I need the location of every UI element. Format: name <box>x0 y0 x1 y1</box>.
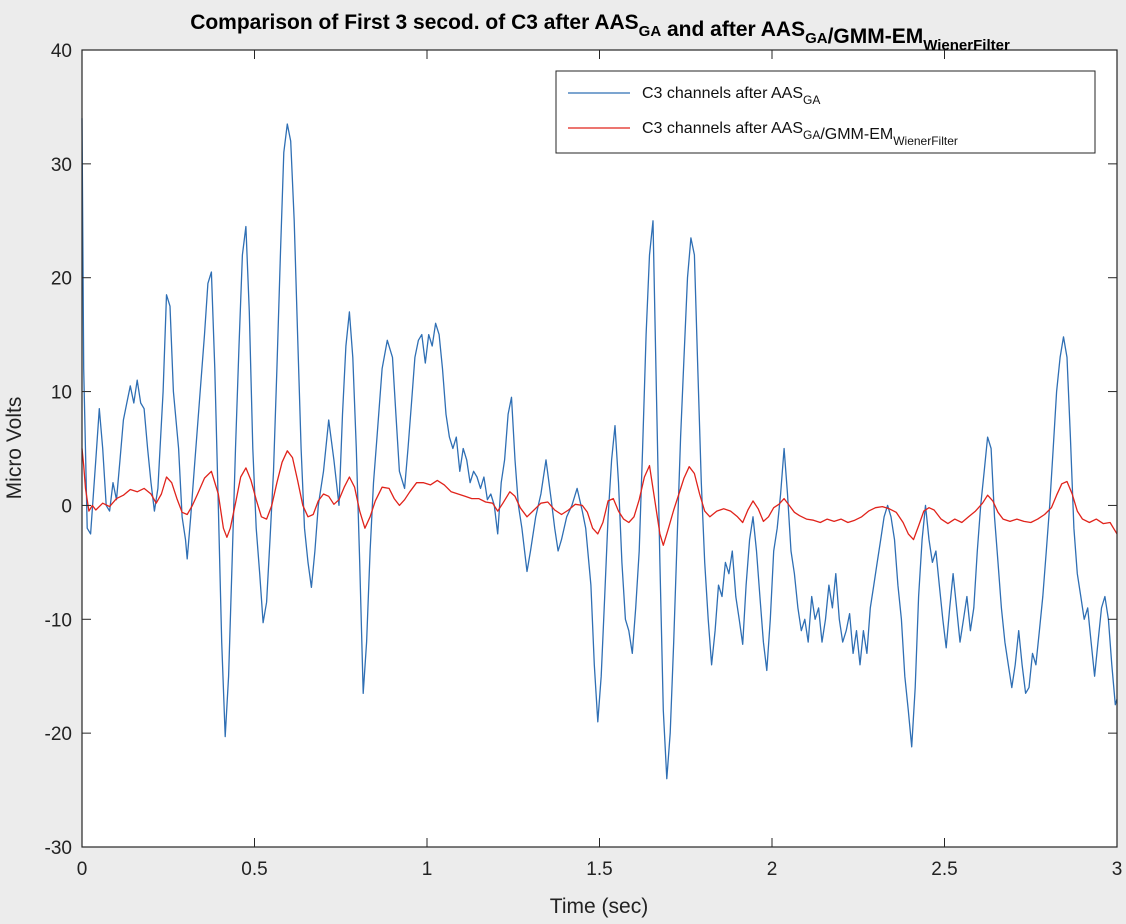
x-tick-label: 1 <box>422 859 433 880</box>
y-tick-label: -10 <box>45 610 72 631</box>
title-part: /GMM-EM <box>828 25 924 48</box>
y-tick-label: -20 <box>45 724 72 745</box>
legend-text-part: C3 channels after AAS <box>642 85 803 102</box>
y-tick-label: 0 <box>61 496 72 517</box>
title-part: and after AAS <box>661 18 805 41</box>
chart-title: Comparison of First 3 secod. of C3 after… <box>190 11 1010 54</box>
legend-subscript: GA <box>803 128 820 142</box>
ticks-layer: 0 0.5 1 1.5 2 2.5 3 -30 -20 -10 0 10 20 30 40 <box>45 41 1123 880</box>
x-axis-label: Time (sec) <box>550 895 648 918</box>
legend-text-part: C3 channels after AAS <box>642 120 803 137</box>
legend: C3 channels after AASGA C3 channels afte… <box>555 70 1096 154</box>
legend-text-part: /GMM-EM <box>820 126 893 143</box>
x-tick-label: 0.5 <box>241 859 267 880</box>
series-line-0 <box>81 118 1118 780</box>
title-subscript: GA <box>639 23 662 40</box>
x-tick-label: 1.5 <box>586 859 612 880</box>
y-axis-label: Micro Volts <box>3 397 26 500</box>
legend-entry-series-0: C3 channels after AASGA <box>642 85 820 107</box>
legend-box <box>555 70 1096 154</box>
legend-subscript: GA <box>803 93 820 107</box>
x-tick-label: 3 <box>1112 859 1123 880</box>
x-tick-label: 0 <box>77 859 88 880</box>
legend-entry-series-1: C3 channels after AASGA/GMM-EMWienerFilt… <box>642 120 958 148</box>
y-tick-label: 30 <box>51 155 72 176</box>
title-subscript: GA <box>805 30 828 47</box>
y-tick-label: 10 <box>51 383 72 404</box>
plot-area <box>82 50 1117 847</box>
x-tick-label: 2 <box>767 859 778 880</box>
y-tick-label: 20 <box>51 269 72 290</box>
legend-subscript: WienerFilter <box>893 134 958 148</box>
y-tick-label: 40 <box>51 41 72 62</box>
title-subscript: WienerFilter <box>923 37 1010 54</box>
y-tick-label: -30 <box>45 838 72 859</box>
title-part: Comparison of First 3 secod. of C3 after… <box>190 11 638 34</box>
series-line-1 <box>81 448 1118 546</box>
series-layer <box>81 118 1118 780</box>
x-tick-label: 2.5 <box>931 859 957 880</box>
